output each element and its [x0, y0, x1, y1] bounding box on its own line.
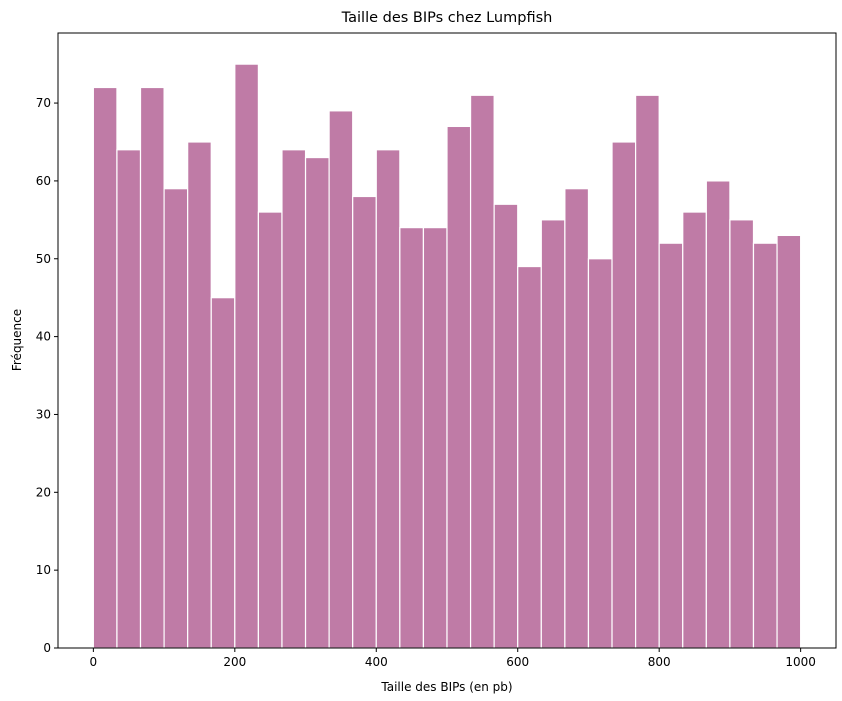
y-axis-label: Fréquence [10, 309, 24, 371]
plot-frame [57, 32, 837, 649]
y-tick-label: 70 [36, 96, 51, 110]
x-tick-label: 1000 [785, 655, 816, 669]
histogram-bar [682, 211, 707, 649]
histogram-bar [611, 141, 637, 649]
histogram-bar [446, 125, 472, 649]
y-tick-label: 20 [36, 485, 51, 499]
histogram-bar [422, 227, 448, 649]
chart-title: Taille des BIPs chez Lumpfish [341, 10, 553, 26]
histogram-bar [658, 242, 684, 649]
x-axis-label: Taille des BIPs (en pb) [380, 680, 512, 694]
x-tick-label: 200 [223, 655, 246, 669]
histogram-bar [517, 265, 542, 649]
histogram-bar [399, 227, 425, 649]
histogram-bar [352, 195, 377, 649]
x-tick-label: 0 [90, 655, 98, 669]
y-tick-label: 0 [43, 641, 51, 655]
histogram-bar [776, 234, 802, 649]
histogram-bar [729, 219, 755, 649]
histogram-bar [92, 86, 118, 649]
histogram-bar [210, 297, 236, 649]
histogram-bar [493, 203, 519, 649]
y-tick-label: 40 [36, 330, 51, 344]
histogram-bar [304, 156, 330, 649]
histogram-bar [187, 141, 212, 649]
histogram-bar [281, 149, 307, 649]
histogram-bar [705, 180, 731, 649]
histogram-bar [564, 188, 590, 649]
y-tick-label: 30 [36, 407, 51, 421]
x-tick-label: 400 [365, 655, 388, 669]
histogram-bar [234, 63, 259, 649]
histogram-bar [469, 94, 495, 649]
histogram-bar [163, 188, 189, 649]
y-tick-label: 50 [36, 252, 51, 266]
bars-group [92, 63, 802, 649]
histogram-bar [375, 149, 401, 649]
y-tick-label: 10 [36, 563, 51, 577]
y-tick-label: 60 [36, 174, 51, 188]
histogram-bar [752, 242, 778, 649]
histogram-bar [587, 258, 613, 649]
histogram-bar [635, 94, 660, 649]
histogram-bar [257, 211, 283, 649]
x-axis-ticks: 0 200 400 600 800 1000 [90, 648, 816, 669]
histogram-bar [540, 219, 566, 649]
histogram-bar [116, 149, 142, 649]
histogram-bar [139, 86, 165, 649]
x-tick-label: 600 [506, 655, 529, 669]
histogram-bar [328, 110, 354, 649]
x-tick-label: 800 [648, 655, 671, 669]
y-axis-ticks: 0 10 20 30 40 50 60 70 [36, 96, 58, 655]
